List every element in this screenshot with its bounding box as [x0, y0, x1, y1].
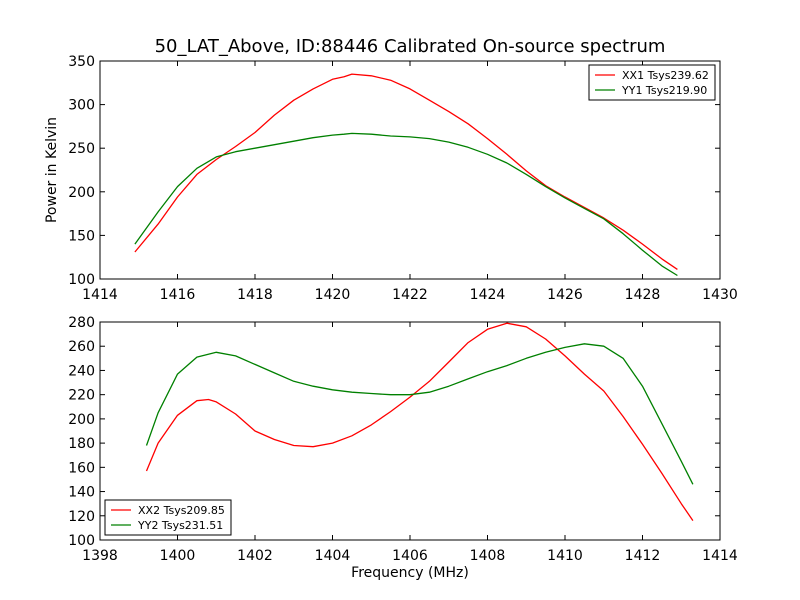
x-tick-label: 1402	[237, 548, 273, 564]
chart-title: 50_LAT_Above, ID:88446 Calibrated On-sou…	[155, 36, 666, 57]
legend-box	[588, 64, 716, 101]
y-tick-label: 300	[68, 98, 95, 114]
subplot-1: 1414 1416 1418 1420 1422 1424 1426 1428 1430 100 1…	[44, 54, 738, 303]
axes-frame	[99, 60, 721, 280]
x-tick-label: 1412	[625, 548, 661, 564]
subplot-2: 1398 1400 1402 1404 1406 1408 1410 1412 1414 100 1…	[68, 315, 738, 581]
series-line-yy2	[145, 343, 694, 485]
y-tick-label: 280	[68, 315, 95, 331]
legend: XX1 Tsys239.62 YY1 Tsys219.90	[588, 64, 716, 101]
axes-frame	[99, 321, 721, 541]
series-line-xx1	[134, 73, 678, 270]
series-line-xx2	[145, 322, 694, 521]
x-tick-label: 1406	[392, 548, 428, 564]
x-tick-label: 1416	[160, 287, 196, 303]
y-tick-label: 100	[68, 272, 95, 288]
x-tick-label: 1428	[625, 287, 661, 303]
y-tick-label: 160	[68, 460, 95, 476]
y-tick-label: 250	[68, 141, 95, 157]
x-tick-label: 1420	[315, 287, 351, 303]
series-line-yy1	[134, 132, 678, 277]
y-tick-label: 260	[68, 339, 95, 355]
y-axis-label: Power in Kelvin	[44, 117, 60, 223]
y-tick-label: 220	[68, 388, 95, 404]
x-tick-label: 1400	[160, 548, 196, 564]
y-tick-label: 100	[68, 533, 95, 549]
x-tick-label: 1422	[392, 287, 428, 303]
y-tick-label: 350	[68, 54, 95, 70]
x-tick-label: 1426	[547, 287, 583, 303]
legend-label: YY1 Tsys219.90	[621, 84, 707, 97]
x-tick-label: 1398	[82, 548, 118, 564]
legend: XX2 Tsys209.85 YY2 Tsys231.51	[104, 499, 232, 536]
x-tick-label: 1404	[315, 548, 351, 564]
x-tick-label: 1410	[547, 548, 583, 564]
legend-label: XX1 Tsys239.62	[622, 69, 709, 82]
x-tick-label: 1430	[702, 287, 738, 303]
x-tick-label: 1414	[702, 548, 738, 564]
legend-label: YY2 Tsys231.51	[137, 519, 223, 532]
y-tick-label: 200	[68, 185, 95, 201]
x-axis-label: Frequency (MHz)	[351, 565, 469, 581]
x-tick-label: 1414	[82, 287, 118, 303]
y-tick-label: 140	[68, 485, 95, 501]
x-tick-label: 1408	[470, 548, 506, 564]
legend-box	[104, 499, 232, 536]
y-tick-label: 120	[68, 509, 95, 525]
y-tick-label: 150	[68, 228, 95, 244]
legend-label: XX2 Tsys209.85	[138, 504, 225, 517]
x-tick-label: 1424	[470, 287, 506, 303]
x-tick-label: 1418	[237, 287, 273, 303]
y-tick-label: 180	[68, 436, 95, 452]
y-tick-label: 240	[68, 363, 95, 379]
y-tick-label: 200	[68, 412, 95, 428]
